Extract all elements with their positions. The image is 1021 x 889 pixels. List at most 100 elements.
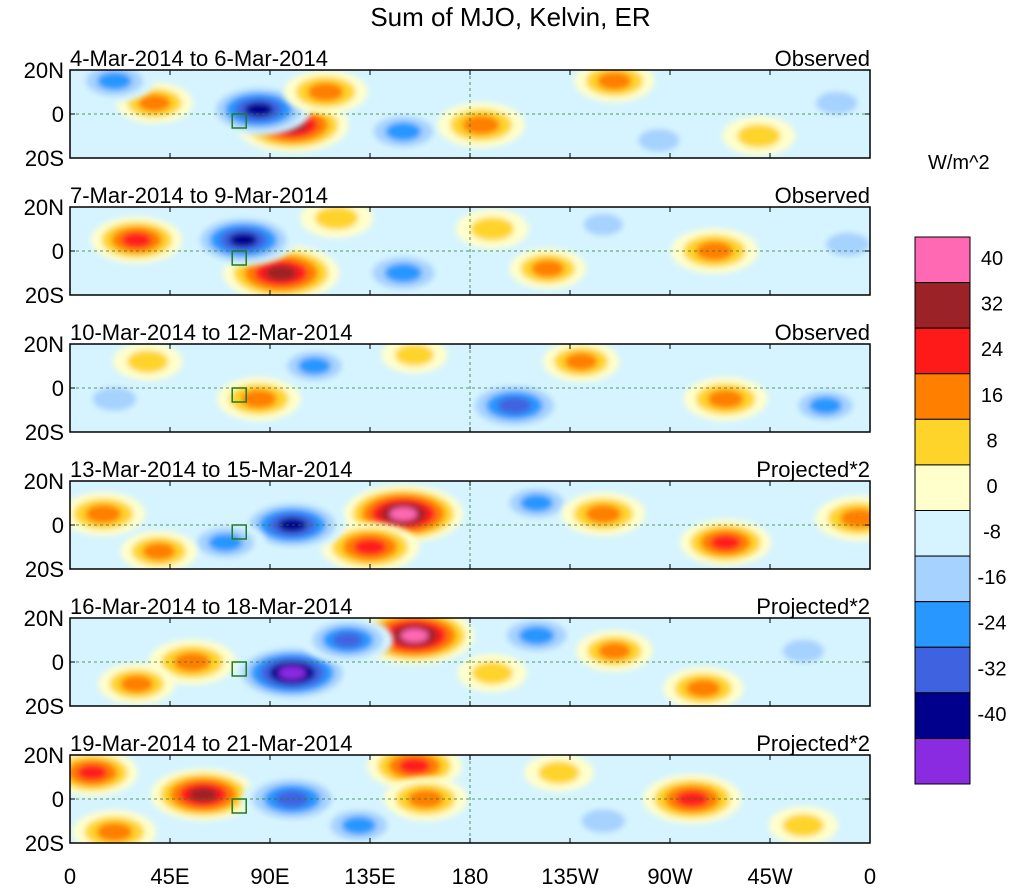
region-box — [231, 524, 247, 540]
x-tick-label: 180 — [452, 864, 489, 889]
panel-5: 20N 0 20S 16-Mar-2014 to 18-Mar-2014 Project… — [24, 594, 871, 719]
contour-blob — [768, 632, 838, 670]
y-tick-label: 20S — [25, 557, 64, 582]
contour-blob — [463, 380, 566, 431]
x-tick-label: 135W — [541, 864, 599, 889]
x-tick-label: 90W — [647, 864, 692, 889]
contour-blob — [624, 121, 694, 158]
contour-blob — [190, 214, 296, 266]
x-tick-label: 45E — [150, 864, 189, 889]
colorbar-swatch — [914, 464, 971, 511]
contour-blob — [276, 345, 353, 387]
panel-4: 20N 0 20S 13-Mar-2014 to 15-Mar-2014 Project… — [24, 457, 871, 582]
panel-type-label: Projected*2 — [756, 731, 870, 756]
colorbar-label: 0 — [986, 476, 997, 498]
region-box — [231, 798, 247, 814]
y-tick-label: 20N — [24, 332, 64, 357]
colorbar-label: 16 — [981, 385, 1003, 407]
contour-blob — [381, 344, 448, 374]
colorbar-swatch — [914, 282, 971, 329]
contour-blob — [455, 209, 529, 249]
panel-period: 19-Mar-2014 to 21-Mar-2014 — [70, 731, 352, 756]
contour-blob — [524, 755, 594, 792]
contour-blob — [457, 654, 527, 692]
colorbar-label: -8 — [983, 522, 1001, 544]
contour-blob — [113, 344, 183, 381]
panel-period: 16-Mar-2014 to 18-Mar-2014 — [70, 594, 352, 619]
panel-2: 20N 0 20S 7-Mar-2014 to 9-Mar-2014 Observed — [24, 183, 871, 308]
panel-type-label: Observed — [775, 320, 870, 345]
contour-blob — [561, 492, 646, 536]
colorbar-swatch — [914, 510, 971, 557]
contour-blob — [663, 667, 744, 706]
contour-blob — [570, 207, 637, 243]
y-tick-label: 0 — [52, 102, 64, 127]
colorbar-swatch — [914, 646, 971, 694]
colorbar-label: 32 — [981, 294, 1003, 316]
x-tick-label: 135E — [344, 864, 395, 889]
contour-blob — [70, 755, 138, 796]
y-tick-label: 20N — [24, 195, 64, 220]
colorbar-swatch — [914, 327, 971, 375]
y-tick-label: 0 — [52, 239, 64, 264]
contour-blob — [120, 531, 198, 569]
y-tick-label: 20N — [24, 58, 64, 83]
y-tick-label: 20S — [25, 420, 64, 445]
y-tick-label: 20S — [25, 146, 64, 171]
contour-blob — [574, 70, 655, 102]
panel-3: 20N 0 20S 10-Mar-2014 to 12-Mar-2014 Observe… — [24, 320, 871, 445]
contour-blob — [217, 377, 301, 421]
colorbar-swatch — [914, 555, 971, 603]
colorbar-label: 8 — [986, 430, 997, 452]
contour-blob — [542, 344, 620, 382]
y-tick-label: 20S — [25, 694, 64, 719]
contour-blob — [768, 806, 838, 843]
region-box — [231, 250, 247, 266]
y-tick-label: 0 — [52, 787, 64, 812]
x-tick-label: 90E — [250, 864, 289, 889]
y-tick-label: 20S — [25, 283, 64, 308]
contour-blob — [498, 482, 575, 524]
x-tick-label: 0 — [864, 864, 876, 889]
panel-period: 10-Mar-2014 to 12-Mar-2014 — [70, 320, 352, 345]
y-tick-label: 20N — [24, 469, 64, 494]
colorbar-units: W/m^2 — [928, 152, 990, 174]
panel-type-label: Projected*2 — [756, 594, 870, 619]
y-tick-label: 0 — [52, 513, 64, 538]
colorbar-label: -16 — [978, 567, 1007, 589]
y-tick-label: 20N — [24, 743, 64, 768]
colorbar-label: -40 — [978, 704, 1007, 726]
contour-blob — [70, 492, 146, 536]
contour-blob — [300, 207, 374, 238]
panel-6: 20N 0 20S 19-Mar-2014 to 21-Mar-2014 Project… — [24, 731, 871, 856]
panel-period: 13-Mar-2014 to 15-Mar-2014 — [70, 457, 352, 482]
contour-blob — [566, 801, 640, 841]
contour-blob — [815, 496, 870, 541]
contour-blob — [74, 70, 155, 102]
contour-blob — [72, 810, 157, 843]
colorbar-label: 40 — [981, 248, 1003, 270]
contour-blob — [321, 522, 419, 569]
contour-blob — [150, 768, 256, 821]
contour-blob — [494, 618, 579, 658]
panel-1: 20N 0 20S 4-Mar-2014 to 6-Mar-2014 Observed — [24, 46, 871, 171]
contour-blob — [302, 618, 394, 664]
contour-blob — [359, 250, 447, 295]
panel-type-label: Projected*2 — [756, 457, 870, 482]
contour-blob — [185, 521, 266, 564]
contour-blob — [283, 70, 368, 114]
x-tick-label: 0 — [64, 864, 76, 889]
y-tick-label: 0 — [52, 376, 64, 401]
y-tick-label: 0 — [52, 650, 64, 675]
contour-blob — [91, 216, 183, 264]
panel-period: 4-Mar-2014 to 6-Mar-2014 — [70, 46, 328, 71]
contour-blob — [802, 84, 870, 122]
colorbar-swatch — [914, 418, 971, 466]
contour-blob — [680, 519, 771, 566]
contour-blob — [787, 385, 864, 426]
y-tick-label: 20N — [24, 606, 64, 631]
chart-title: Sum of MJO, Kelvin, ER — [370, 2, 651, 32]
colorbar-swatch — [914, 373, 971, 420]
region-box — [231, 661, 247, 677]
region-box — [231, 387, 247, 403]
